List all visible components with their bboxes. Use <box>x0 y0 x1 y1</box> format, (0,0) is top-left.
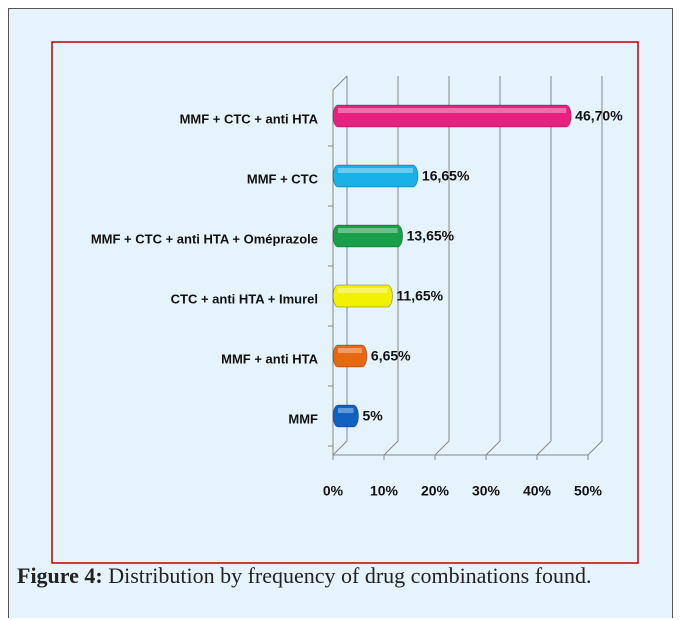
bar <box>332 284 393 308</box>
bar-highlight <box>338 348 362 353</box>
bar <box>332 344 368 368</box>
y-tick-label: MMF + anti HTA <box>221 351 319 366</box>
x-tick-label: 20% <box>421 483 450 499</box>
bar-highlight <box>338 408 354 413</box>
y-tick-label: MMF <box>288 411 318 426</box>
value-label: 46,70% <box>575 108 623 124</box>
back-wall-edge <box>332 75 348 91</box>
value-label: 11,65% <box>396 288 443 304</box>
y-tick-label: CTC + anti HTA + Imurel <box>171 291 318 306</box>
caption-text: Distribution by frequency of drug combin… <box>108 563 592 588</box>
x-tick-label: 30% <box>472 483 501 499</box>
y-tick-label: MMF + CTC + anti HTA <box>180 111 319 126</box>
chart-border <box>51 41 639 564</box>
x-tick-label: 0% <box>323 483 344 499</box>
bar <box>332 404 359 428</box>
bar-highlight <box>338 228 398 233</box>
caption: Figure 4: Distribution by frequency of d… <box>17 561 657 590</box>
bar-highlight <box>338 168 413 173</box>
grid-line <box>587 76 603 456</box>
bar-highlight <box>338 288 388 293</box>
x-tick-label: 40% <box>523 483 552 499</box>
x-tick-label: 10% <box>370 483 399 499</box>
value-label: 16,65% <box>422 168 470 184</box>
grid-line <box>383 76 399 456</box>
caption-label: Figure 4: <box>17 563 103 588</box>
y-tick-label: MMF + CTC + anti HTA + Oméprazole <box>91 231 318 246</box>
grid-line <box>332 76 348 456</box>
value-label: 5% <box>363 408 384 424</box>
bar <box>332 224 403 248</box>
bar <box>332 104 572 128</box>
grid-line <box>434 76 450 456</box>
bar-highlight <box>338 108 567 113</box>
grid-line <box>536 76 552 456</box>
x-tick-label: 50% <box>574 483 603 499</box>
bar <box>332 164 419 188</box>
y-tick-label: MMF + CTC <box>247 171 319 186</box>
value-label: 13,65% <box>407 228 455 244</box>
value-label: 6,65% <box>371 348 411 364</box>
grid-line <box>485 76 501 456</box>
